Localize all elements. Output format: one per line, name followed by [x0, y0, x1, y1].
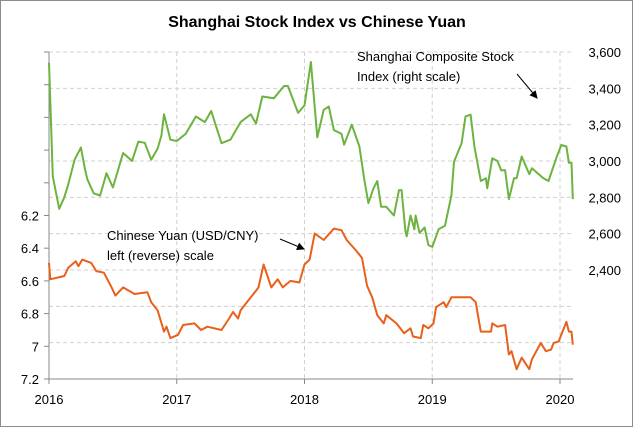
- x-tick-label: 2016: [35, 392, 64, 407]
- right-tick-label: 3,000: [588, 154, 621, 169]
- chart-title: Shanghai Stock Index vs Chinese Yuan: [168, 14, 466, 31]
- stock-annotation-text: Shanghai Composite Stock: [357, 49, 514, 64]
- series-lines: [48, 61, 574, 371]
- yuan-annotation-arrow: [279, 238, 305, 250]
- left-tick-label: 6.4: [21, 241, 39, 256]
- left-tick-label: 7: [32, 339, 39, 354]
- right-tick-label: 3,400: [588, 81, 621, 96]
- left-tick-label: 6.8: [21, 307, 39, 322]
- stock-annotation-arrow: [516, 73, 538, 99]
- yuan-annotation-text: Chinese Yuan (USD/CNY): [107, 228, 259, 243]
- axes: 2016 2017 2018 2019 2020 6.2 6.4 6.6 6.8 7 7.2 3,60…: [21, 45, 621, 407]
- stock-annotation-text: Index (right scale): [357, 69, 460, 84]
- right-tick-label: 2,400: [588, 263, 621, 278]
- x-tick-label: 2018: [290, 392, 319, 407]
- right-tick-label: 2,800: [588, 190, 621, 205]
- gridlines: [49, 51, 573, 379]
- x-tick-label: 2017: [162, 392, 191, 407]
- x-tick-label: 2020: [546, 392, 575, 407]
- yuan-line: [48, 227, 574, 371]
- stock-index-line: [48, 61, 574, 248]
- yuan-annotation-text: left (reverse) scale: [107, 248, 214, 263]
- x-tick-label: 2019: [418, 392, 447, 407]
- right-tick-label: 2,600: [588, 227, 621, 242]
- right-tick-label: 3,200: [588, 118, 621, 133]
- left-tick-label: 6.6: [21, 274, 39, 289]
- left-tick-label: 6.2: [21, 209, 39, 224]
- left-tick-label: 7.2: [21, 372, 39, 387]
- annotations: Shanghai Composite Stock Index (right sca…: [107, 49, 538, 263]
- right-tick-label: 3,600: [588, 45, 621, 60]
